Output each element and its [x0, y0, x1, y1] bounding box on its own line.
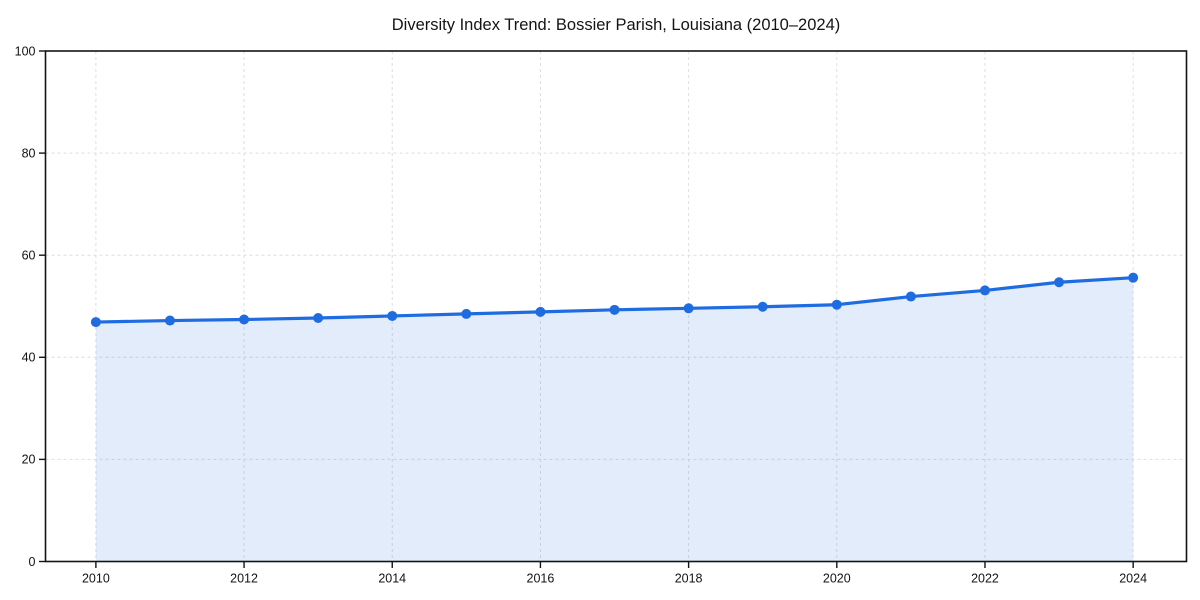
- x-tick-label: 2012: [230, 572, 258, 586]
- x-tick-label: 2016: [527, 572, 555, 586]
- x-tick-label: 2014: [378, 572, 406, 586]
- gridlines-layer: [45, 50, 1187, 562]
- chart-title: Diversity Index Trend: Bossier Parish, L…: [392, 16, 841, 34]
- data-point-marker: [313, 312, 324, 323]
- series-layer: [90, 272, 1139, 562]
- series-area-fill: [95, 277, 1134, 562]
- x-tick-label: 2022: [971, 572, 999, 586]
- data-point-marker: [387, 310, 398, 321]
- x-tick-label: 2024: [1119, 572, 1147, 586]
- data-point-marker: [683, 303, 694, 314]
- data-point-marker: [90, 317, 101, 328]
- data-point-marker: [535, 306, 546, 317]
- y-tick-label: 40: [22, 351, 36, 365]
- data-point-marker: [461, 308, 472, 319]
- data-point-marker: [1128, 272, 1139, 283]
- data-point-marker: [831, 299, 842, 310]
- y-tick-label: 60: [22, 249, 36, 263]
- data-point-marker: [164, 315, 175, 326]
- data-point-marker: [239, 314, 250, 325]
- plot-frame: [44, 50, 1188, 563]
- y-tick-label: 20: [22, 453, 36, 467]
- data-point-marker: [979, 285, 990, 296]
- data-point-marker: [1054, 277, 1065, 288]
- x-tick-label: 2010: [82, 572, 110, 586]
- data-point-marker: [757, 301, 768, 312]
- y-tick-label: 0: [29, 555, 36, 569]
- x-tick-label: 2020: [823, 572, 851, 586]
- axes-layer: 0 20 40 60 80 100 2010 2012 2014 2016 2018 2020 2022…: [15, 44, 1188, 586]
- y-tick-label: 80: [22, 146, 36, 160]
- y-tick-label: 100: [15, 44, 36, 58]
- data-point-marker: [905, 291, 916, 302]
- data-point-marker: [609, 304, 620, 315]
- x-tick-label: 2018: [675, 572, 703, 586]
